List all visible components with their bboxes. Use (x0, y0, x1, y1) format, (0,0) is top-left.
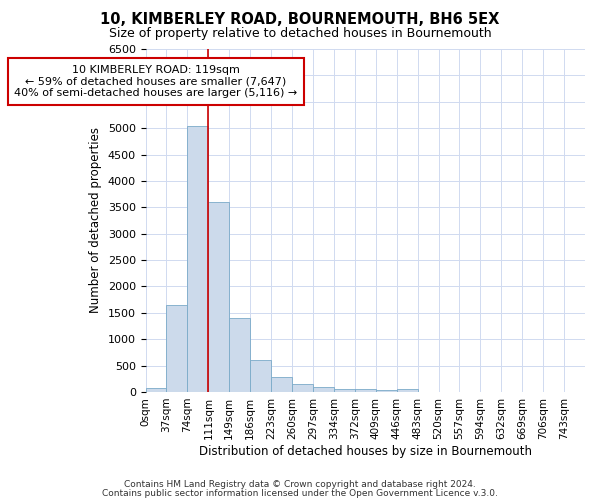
Text: Contains public sector information licensed under the Open Government Licence v.: Contains public sector information licen… (102, 488, 498, 498)
Bar (334, 389, 355, 392)
Bar (250, 360, 271, 392)
Text: Size of property relative to detached houses in Bournemouth: Size of property relative to detached ho… (109, 28, 491, 40)
Bar (271, 376, 292, 392)
Bar (166, 305, 187, 392)
Bar (292, 384, 313, 392)
Y-axis label: Number of detached properties: Number of detached properties (89, 128, 102, 314)
Bar (397, 388, 418, 392)
X-axis label: Distribution of detached houses by size in Bournemouth: Distribution of detached houses by size … (199, 444, 532, 458)
Text: 10 KIMBERLEY ROAD: 119sqm
← 59% of detached houses are smaller (7,647)
40% of se: 10 KIMBERLEY ROAD: 119sqm ← 59% of detac… (14, 65, 298, 98)
Text: Contains HM Land Registry data © Crown copyright and database right 2024.: Contains HM Land Registry data © Crown c… (124, 480, 476, 489)
Bar (313, 387, 334, 392)
Bar (146, 388, 166, 392)
Bar (376, 390, 397, 392)
Bar (229, 318, 250, 392)
Bar (355, 390, 376, 392)
Text: 10, KIMBERLEY ROAD, BOURNEMOUTH, BH6 5EX: 10, KIMBERLEY ROAD, BOURNEMOUTH, BH6 5EX (100, 12, 500, 28)
Bar (208, 202, 229, 392)
Bar (187, 126, 208, 392)
